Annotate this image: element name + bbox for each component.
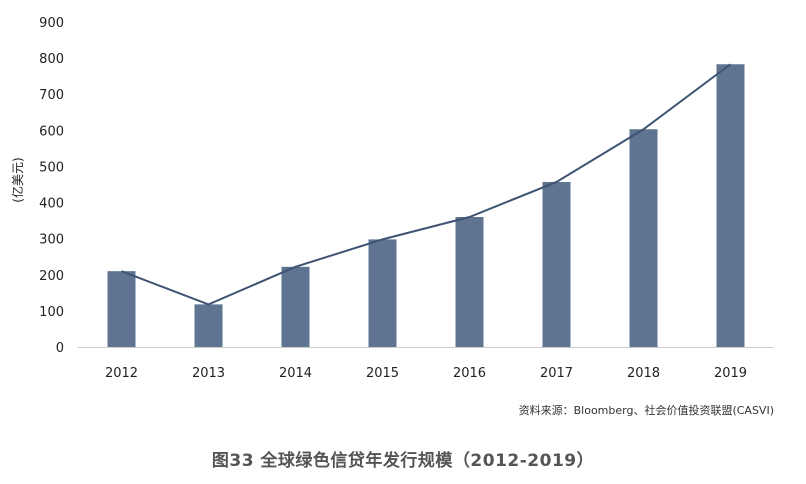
y-tick-label: 900	[39, 16, 64, 31]
x-tick-label: 2012	[105, 366, 138, 381]
x-tick-label: 2018	[627, 366, 660, 381]
x-axis-ticks: 2012 2013 2014 2015 2016 2017 2018 2019	[105, 366, 747, 381]
x-tick-label: 2016	[453, 366, 486, 381]
y-tick-label: 800	[39, 52, 64, 67]
x-tick-label: 2019	[714, 366, 747, 381]
bar-2016	[455, 217, 484, 347]
y-tick-label: 600	[39, 124, 64, 139]
y-tick-label: 200	[39, 269, 64, 284]
chart-caption: 图33 全球绿色信贷年发行规模（2012-2019）	[212, 450, 594, 471]
x-tick-label: 2015	[366, 366, 399, 381]
trend-line	[121, 63, 732, 306]
y-tick-label: 700	[39, 88, 64, 103]
x-tick-label: 2013	[192, 366, 225, 381]
y-tick-label: 300	[39, 233, 64, 248]
bar-2013	[194, 304, 223, 347]
y-tick-label: 500	[39, 160, 64, 175]
y-tick-label: 400	[39, 197, 64, 212]
bar-2015	[368, 239, 397, 347]
bar-2017	[542, 181, 571, 347]
bar-2019	[716, 64, 745, 347]
bar-2018	[629, 129, 658, 347]
x-tick-label: 2014	[279, 366, 312, 381]
bar-2012	[107, 271, 136, 347]
bars	[107, 64, 745, 347]
source-note: 资料来源：Bloomberg、社会价值投资联盟(CASVI)	[519, 403, 774, 417]
y-axis-label: (亿美元)	[10, 157, 25, 202]
x-tick-label: 2017	[540, 366, 573, 381]
y-axis-ticks: 0 100 200 300 400 500 600 700 800 900	[39, 16, 64, 356]
y-tick-label: 0	[56, 341, 64, 356]
bar-2014	[281, 266, 310, 347]
y-tick-label: 100	[39, 305, 64, 320]
